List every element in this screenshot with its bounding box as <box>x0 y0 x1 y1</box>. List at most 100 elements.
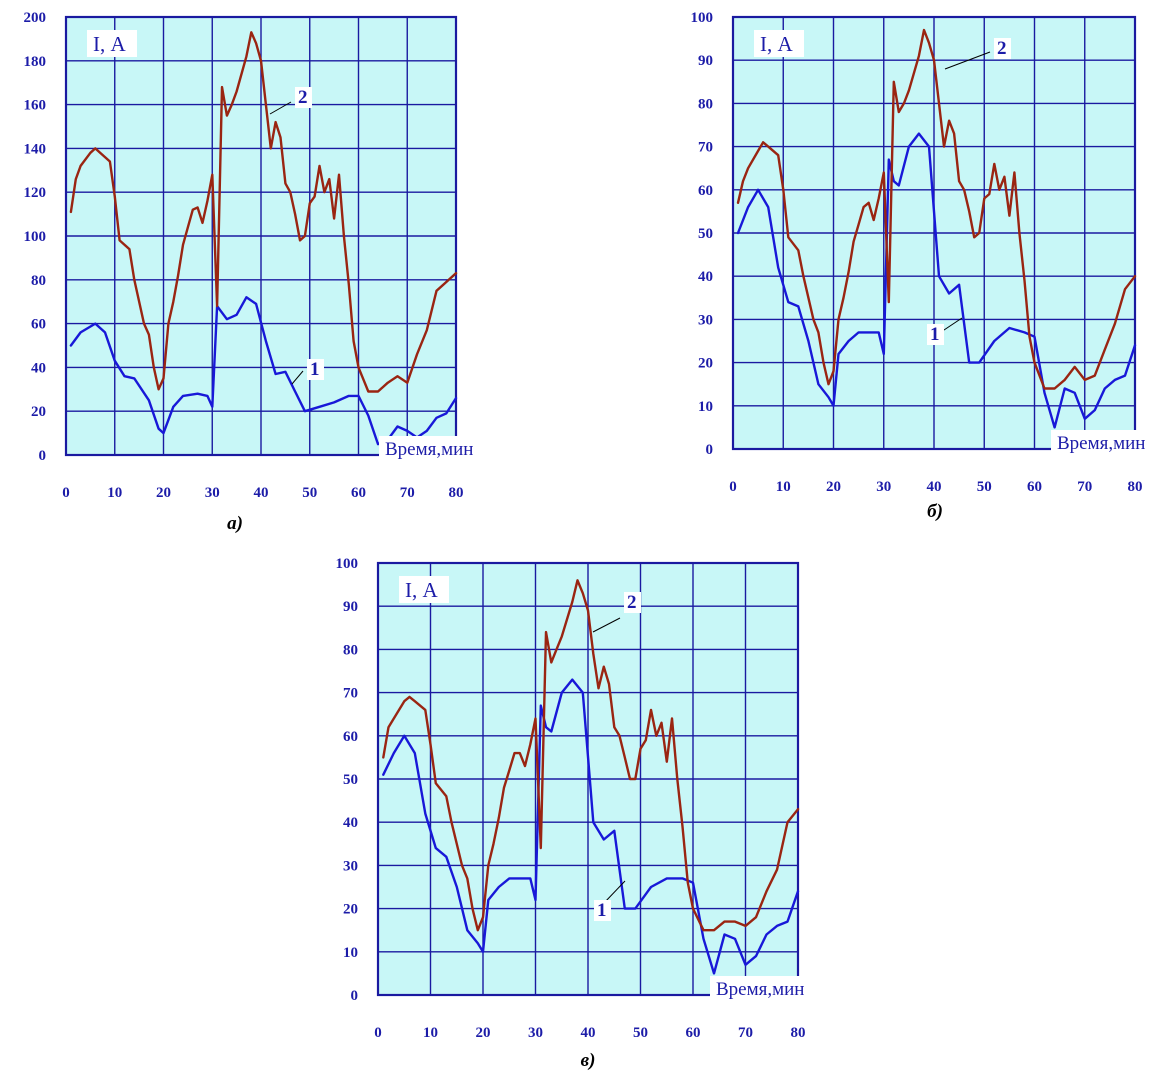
x-tick-label: 70 <box>738 1025 753 1041</box>
chart-caption: б) <box>927 501 943 522</box>
x-tick-label: 0 <box>374 1025 382 1041</box>
y-tick-label: 0 <box>351 988 359 1004</box>
y-tick-label: 40 <box>31 360 46 376</box>
curve-label-box <box>307 359 324 380</box>
curve-label-1: 1 <box>310 359 320 380</box>
y-axis-label-box <box>754 30 804 57</box>
y-tick-label: 90 <box>698 53 713 69</box>
x-tick-label: 30 <box>876 479 891 495</box>
x-tick-label: 70 <box>1077 479 1092 495</box>
y-tick-label: 120 <box>24 185 47 201</box>
curve-label-1: 1 <box>597 900 607 921</box>
series-2-line <box>736 28 1137 390</box>
y-tick-label: 100 <box>336 556 359 572</box>
series-1-line <box>382 678 800 975</box>
plot-frame <box>731 15 1137 451</box>
curve-label-box <box>295 87 312 108</box>
y-tick-label: 200 <box>24 10 47 26</box>
curve-leader-line <box>603 880 626 904</box>
curve-label-box <box>624 592 641 613</box>
series-2-line <box>69 31 458 393</box>
y-tick-label: 30 <box>343 858 358 874</box>
curve-label-1: 1 <box>930 324 940 345</box>
x-tick-label: 40 <box>927 479 942 495</box>
y-axis-label-box <box>399 576 449 603</box>
x-tick-label: 30 <box>205 485 220 501</box>
x-tick-label: 60 <box>1027 479 1042 495</box>
chart-caption: в) <box>581 1050 596 1071</box>
y-tick-label: 90 <box>343 599 358 615</box>
x-tick-label: 10 <box>423 1025 438 1041</box>
x-tick-label: 20 <box>476 1025 491 1041</box>
y-axis-label: I, А <box>93 32 126 56</box>
x-tick-label: 40 <box>581 1025 596 1041</box>
x-tick-label: 50 <box>633 1025 648 1041</box>
y-tick-label: 0 <box>39 448 47 464</box>
curve-label-2: 2 <box>298 87 308 108</box>
x-axis-label: Время,мин <box>1057 433 1145 454</box>
chart-caption: а) <box>227 513 243 534</box>
x-tick-label: 40 <box>254 485 269 501</box>
curve-label-2: 2 <box>627 592 637 613</box>
y-tick-label: 10 <box>698 399 713 415</box>
y-tick-label: 60 <box>698 183 713 199</box>
y-tick-label: 40 <box>698 269 713 285</box>
x-axis-label-box <box>1051 430 1155 456</box>
y-tick-label: 50 <box>343 772 358 788</box>
x-tick-label: 0 <box>729 479 737 495</box>
x-tick-label: 60 <box>686 1025 701 1041</box>
curve-leader-line <box>944 51 991 70</box>
x-axis-label: Время,мин <box>385 439 473 460</box>
curve-leader-line <box>291 370 304 385</box>
curve-label-box <box>994 38 1011 59</box>
x-tick-label: 80 <box>1128 479 1143 495</box>
curve-leader-line <box>269 101 292 115</box>
x-tick-label: 70 <box>400 485 415 501</box>
y-tick-label: 100 <box>24 229 47 245</box>
x-tick-label: 0 <box>62 485 70 501</box>
y-tick-label: 70 <box>343 686 358 702</box>
chart-3: 0 10 20 30 40 50 60 70 80 0 10 20 30 40 50 60 70 80 90 100 I… <box>336 556 852 1041</box>
plot-frame <box>64 15 458 457</box>
series-1-line <box>69 296 458 446</box>
x-tick-label: 10 <box>107 485 122 501</box>
y-tick-label: 140 <box>24 141 47 157</box>
x-tick-label: 20 <box>156 485 171 501</box>
y-tick-label: 60 <box>343 729 358 745</box>
y-tick-label: 10 <box>343 945 358 961</box>
x-axis-label-box <box>710 976 852 1002</box>
y-tick-label: 30 <box>698 312 713 328</box>
curve-leader-line <box>592 617 621 633</box>
x-tick-label: 10 <box>776 479 791 495</box>
y-tick-label: 180 <box>24 54 47 70</box>
curve-label-2: 2 <box>997 38 1007 59</box>
y-tick-label: 20 <box>343 902 358 918</box>
y-tick-label: 20 <box>698 356 713 372</box>
y-axis-label: I, А <box>405 578 438 602</box>
x-tick-label: 30 <box>528 1025 543 1041</box>
y-tick-label: 20 <box>31 404 46 420</box>
x-axis-label-box <box>379 436 521 462</box>
y-tick-label: 160 <box>24 98 47 114</box>
y-tick-label: 100 <box>691 10 714 26</box>
y-tick-label: 70 <box>698 140 713 156</box>
x-tick-label: 20 <box>826 479 841 495</box>
x-tick-label: 50 <box>302 485 317 501</box>
x-axis-label: Время,мин <box>716 979 804 1000</box>
series-1-line <box>736 132 1137 429</box>
chart-1: 0 10 20 30 40 50 60 70 80 0 20 40 60 80 100 120 140 160 18… <box>24 10 521 501</box>
chart-2: 0 10 20 30 40 50 60 70 80 0 10 20 30 40 50 60 70 80 90 100 I… <box>691 10 1155 495</box>
curve-label-box <box>927 324 944 345</box>
x-tick-label: 50 <box>977 479 992 495</box>
y-axis-label-box <box>87 30 137 57</box>
y-tick-label: 40 <box>343 815 358 831</box>
y-tick-label: 60 <box>31 317 46 333</box>
y-tick-label: 80 <box>343 642 358 658</box>
y-tick-label: 0 <box>706 442 714 458</box>
x-tick-label: 80 <box>791 1025 806 1041</box>
y-tick-label: 50 <box>698 226 713 242</box>
y-tick-label: 80 <box>31 273 46 289</box>
y-tick-label: 80 <box>698 96 713 112</box>
curve-label-box <box>594 900 611 921</box>
